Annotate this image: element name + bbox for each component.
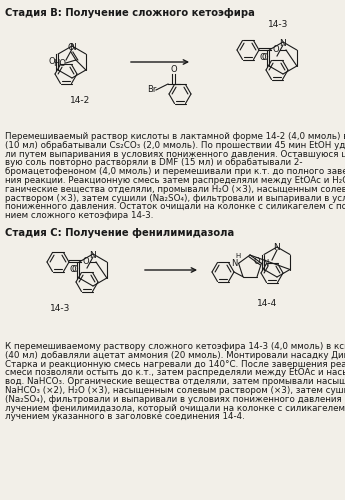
Text: O: O bbox=[70, 266, 76, 274]
Text: (10 мл) обрабатывали Cs₂CO₃ (2,0 ммоль). По прошествии 45 мин EtOH удаля-: (10 мл) обрабатывали Cs₂CO₃ (2,0 ммоль).… bbox=[5, 141, 345, 150]
Text: Стадия В: Получение сложного кетоэфира: Стадия В: Получение сложного кетоэфира bbox=[5, 8, 255, 18]
Text: лучением фенилимидазола, который очищали на колонке с силикагелем с по-: лучением фенилимидазола, который очищали… bbox=[5, 404, 345, 412]
Text: N: N bbox=[274, 244, 280, 252]
Text: NaHCO₃ (×2), H₂O (×3), насыщенным солевым раствором (×3), затем сушили: NaHCO₃ (×2), H₂O (×3), насыщенным солевы… bbox=[5, 386, 345, 395]
Text: O: O bbox=[68, 42, 74, 51]
Text: N: N bbox=[90, 250, 96, 260]
Text: O: O bbox=[262, 52, 268, 62]
Text: ния реакции. Реакционную смесь затем распределяли между EtOAc и H₂O и ор-: ния реакции. Реакционную смесь затем рас… bbox=[5, 176, 345, 185]
Text: O: O bbox=[83, 258, 89, 266]
Text: 14-3: 14-3 bbox=[50, 304, 70, 313]
Text: H: H bbox=[235, 254, 240, 260]
Text: (40 мл) добавляли ацетат аммония (20 ммоль). Монтировали насадку Дина-: (40 мл) добавляли ацетат аммония (20 ммо… bbox=[5, 351, 345, 360]
Text: (Na₂SO₄), фильтровали и выпаривали в условиях пониженного давления с по-: (Na₂SO₄), фильтровали и выпаривали в усл… bbox=[5, 395, 345, 404]
Text: Стадия С: Получение фенилимидазола: Стадия С: Получение фенилимидазола bbox=[5, 228, 234, 238]
Text: Старка и реакционную смесь нагревали до 140°С. После завершения реакции: Старка и реакционную смесь нагревали до … bbox=[5, 360, 345, 368]
Text: лучением указанного в заголовке соединения 14-4.: лучением указанного в заголовке соединен… bbox=[5, 412, 245, 422]
Text: O: O bbox=[72, 264, 78, 274]
Text: К перемешиваемому раствору сложного кетоэфира 14-3 (4,0 ммоль) в ксилолах: К перемешиваемому раствору сложного кето… bbox=[5, 342, 345, 351]
Text: 14-4: 14-4 bbox=[257, 299, 277, 308]
Text: O: O bbox=[170, 66, 177, 74]
Text: вую соль повторно растворяли в DMF (15 мл) и обрабатывали 2-: вую соль повторно растворяли в DMF (15 м… bbox=[5, 158, 303, 168]
Text: HO: HO bbox=[53, 58, 66, 68]
Text: смеси позволяли остыть до к.т., затем распределяли между EtOAc и насыщ.: смеси позволяли остыть до к.т., затем ра… bbox=[5, 368, 345, 378]
Text: O: O bbox=[273, 46, 279, 54]
Text: бромацетофеноном (4,0 ммоль) и перемешивали при к.т. до полного заверше-: бромацетофеноном (4,0 ммоль) и перемешив… bbox=[5, 167, 345, 176]
Text: вод. NaHCO₃. Органические вещества отделяли, затем промывали насыщ. вод.: вод. NaHCO₃. Органические вещества отдел… bbox=[5, 377, 345, 386]
Text: Br: Br bbox=[147, 86, 156, 94]
Text: пониженного давления. Остаток очищали на колонке с силикагелем с получе-: пониженного давления. Остаток очищали на… bbox=[5, 202, 345, 211]
Text: нием сложного кетоэфира 14-3.: нием сложного кетоэфира 14-3. bbox=[5, 211, 154, 220]
Text: N: N bbox=[69, 42, 75, 51]
Text: раствором (×3), затем сушили (Na₂SO₄), фильтровали и выпаривали в условиях: раствором (×3), затем сушили (Na₂SO₄), ф… bbox=[5, 194, 345, 202]
Text: N: N bbox=[231, 259, 238, 268]
Text: 14-3: 14-3 bbox=[268, 20, 288, 29]
Text: Перемешиваемый раствор кислоты в лактамной форме 14-2 (4,0 ммоль) в EtOH: Перемешиваемый раствор кислоты в лактамн… bbox=[5, 132, 345, 141]
Text: 14-2: 14-2 bbox=[70, 96, 90, 105]
Text: O: O bbox=[49, 58, 55, 66]
Text: N: N bbox=[263, 259, 269, 268]
Text: O: O bbox=[253, 258, 260, 266]
Text: ли путем выпаривания в условиях пониженного давления. Оставшуюся цезие-: ли путем выпаривания в условиях пониженн… bbox=[5, 150, 345, 158]
Text: N: N bbox=[280, 38, 286, 48]
Text: ганические вещества отделяли, промывали H₂O (×3), насыщенным солевым: ганические вещества отделяли, промывали … bbox=[5, 185, 345, 194]
Text: O: O bbox=[259, 54, 266, 62]
